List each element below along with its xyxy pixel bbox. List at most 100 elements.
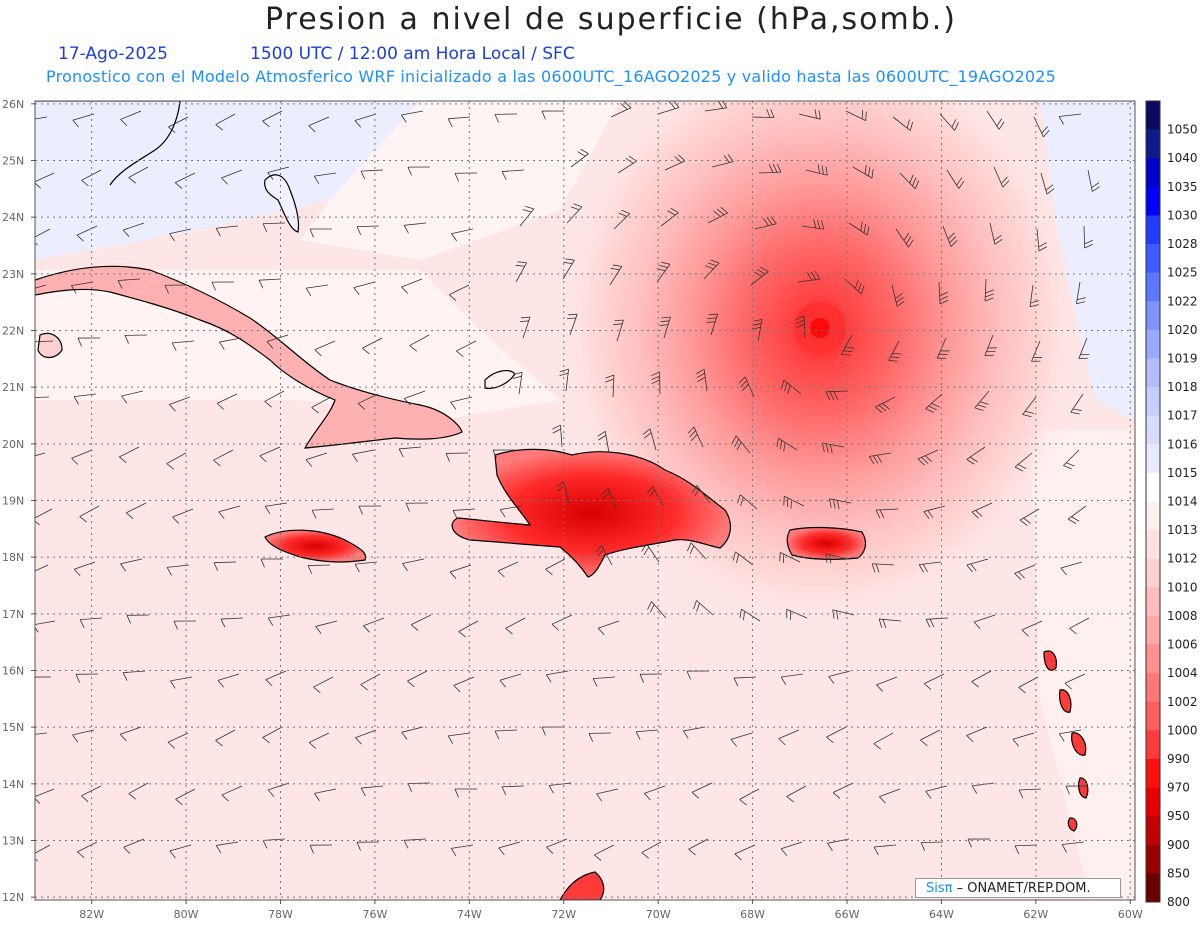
wind-barb-staff <box>690 542 707 560</box>
wind-barb-flag <box>778 738 786 746</box>
wind-barb-flag <box>925 408 934 413</box>
wind-barb-flag <box>513 371 523 375</box>
wind-barb-flag <box>117 280 123 289</box>
wind-barb-staff <box>869 452 892 457</box>
wind-barb-flag <box>754 271 763 277</box>
island-florida-keys <box>35 101 181 186</box>
wind-barb-flag <box>128 793 136 800</box>
legend-swatch <box>1146 101 1160 131</box>
wind-barb-flag <box>447 118 453 127</box>
wind-barb-flag <box>906 119 910 129</box>
wind-barb-flag <box>985 289 994 294</box>
wind-barb-flag <box>917 458 925 466</box>
wind-barb-flag <box>119 734 127 742</box>
wind-barb-flag <box>126 512 134 519</box>
lon-tick-label: 62W <box>1023 908 1048 921</box>
wind-barb-flag <box>643 432 652 439</box>
wind-barb-staff <box>569 314 578 336</box>
wind-barb-staff <box>175 788 196 800</box>
wind-barb-flag <box>35 858 38 862</box>
wind-barb-flag <box>734 853 742 861</box>
wind-barb-staff <box>899 172 916 190</box>
wind-barb-staff <box>448 732 471 737</box>
wind-barb-flag <box>1084 239 1093 245</box>
wind-barb-staff <box>971 670 992 682</box>
wind-barb-flag <box>401 732 408 740</box>
wind-barb-flag <box>164 285 169 294</box>
wind-barb-flag <box>710 259 720 264</box>
wind-barb-flag <box>597 627 605 636</box>
wind-barb-flag <box>450 848 457 857</box>
wind-barb-staff <box>593 676 616 680</box>
wind-barb-flag <box>357 403 366 410</box>
wind-barb-staff <box>926 617 949 620</box>
wind-barb-flag <box>525 206 534 210</box>
wind-barb-flag <box>688 848 696 856</box>
wind-barb-staff <box>169 844 192 852</box>
legend-level-label: 800 <box>1167 895 1190 909</box>
wind-barb-staff <box>35 452 46 457</box>
wind-barb-staff <box>399 446 422 450</box>
island-st-vincent <box>1067 817 1078 832</box>
wind-barb-flag <box>806 272 813 281</box>
wind-barb-flag <box>215 228 221 237</box>
wind-barb-staff <box>984 334 994 356</box>
wind-barb-staff <box>81 785 102 797</box>
wind-barb-staff <box>458 620 479 632</box>
wind-barb-flag <box>879 509 885 519</box>
wind-barb-staff <box>35 396 50 398</box>
wind-barb-flag <box>1014 572 1022 580</box>
wind-barb-staff <box>315 620 338 627</box>
lon-tick-label: 68W <box>740 908 765 921</box>
wind-barb-flag <box>780 676 787 685</box>
wind-barb-staff <box>546 670 569 676</box>
wind-barb-flag <box>643 793 651 801</box>
wind-barb-staff <box>874 844 897 848</box>
legend-swatch <box>1146 415 1160 445</box>
wind-barb-staff <box>966 558 989 566</box>
wind-barb-flag <box>787 384 791 394</box>
wind-barb-staff <box>79 505 100 517</box>
wind-barb-flag <box>360 684 369 691</box>
wind-barb-flag <box>1045 184 1054 191</box>
wind-barb-flag <box>950 239 958 247</box>
wind-barb-staff <box>711 161 734 168</box>
wind-barb-flag <box>559 368 569 373</box>
wind-barb-staff <box>735 551 754 566</box>
wind-barb-flag <box>734 438 740 448</box>
wind-barb-flag <box>1065 785 1070 795</box>
wind-barb-staff <box>1069 617 1090 629</box>
wind-barb-staff <box>1014 844 1038 847</box>
wind-barb-staff <box>35 116 48 120</box>
wind-barb-flag <box>825 553 828 563</box>
wind-barb-staff <box>1018 676 1039 688</box>
island-st-lucia <box>1078 777 1089 799</box>
wind-barb-flag <box>647 601 652 610</box>
wind-barb-flag <box>836 610 839 620</box>
wind-barb-staff <box>852 166 873 179</box>
wind-barb-staff <box>1063 449 1080 466</box>
wind-barb-staff <box>262 222 286 225</box>
wind-barb-flag <box>565 258 575 261</box>
wind-barb-flag <box>1091 182 1100 188</box>
wind-barb-flag <box>613 323 623 326</box>
wind-barb-staff <box>739 788 760 800</box>
wind-barb-flag <box>854 279 859 289</box>
wind-barb-staff <box>971 502 993 513</box>
wind-barb-flag <box>216 403 225 410</box>
wind-barb-flag <box>501 171 507 180</box>
wind-barb-staff <box>497 561 519 572</box>
wind-barb-flag <box>70 285 77 294</box>
legend-level-label: 1000 <box>1167 723 1198 737</box>
wind-barb-flag <box>168 126 176 134</box>
wind-barb-flag <box>873 846 879 856</box>
wind-barb-flag <box>641 852 649 859</box>
wind-barb-flag <box>635 731 641 740</box>
wind-barb-flag <box>72 734 79 743</box>
wind-barb-flag <box>660 320 670 323</box>
wind-barb-flag <box>267 617 274 626</box>
wind-barb-flag <box>25 291 31 298</box>
wind-barb-flag <box>966 735 974 743</box>
wind-barb-flag <box>920 842 926 851</box>
wind-barb-flag <box>741 383 749 392</box>
